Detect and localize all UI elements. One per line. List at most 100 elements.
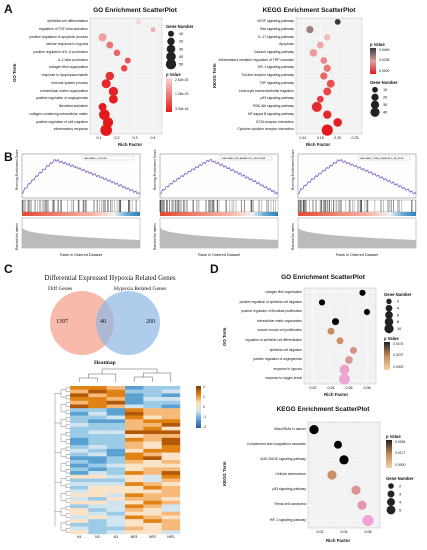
heatmap-cell xyxy=(125,416,144,420)
heatmap-cell xyxy=(88,482,107,486)
heatmap-cell xyxy=(162,527,181,531)
heatmap-column-label: N2 xyxy=(88,536,106,540)
heatmap-cell xyxy=(88,523,107,527)
color-label-mid: 0.0177 xyxy=(395,452,405,455)
heatmap-cell xyxy=(88,416,107,420)
heatmap-cell xyxy=(70,467,89,471)
heatmap-cell xyxy=(143,427,162,431)
heatmap-cell xyxy=(88,397,107,401)
heatmap-cell xyxy=(88,486,107,490)
heatmap-column-label: N1 xyxy=(70,536,88,540)
gsea-set-label: HALLMARK_HYPOXIA xyxy=(84,157,107,160)
heatmap-cell xyxy=(162,504,181,508)
heatmap-cell xyxy=(107,482,126,486)
heatmap-cell xyxy=(88,467,107,471)
heatmap-cell xyxy=(88,508,107,512)
color-bar xyxy=(370,48,376,74)
gsea-x-title: Rank in Ordered Dataset xyxy=(60,254,102,258)
heatmap-cell xyxy=(143,519,162,523)
heatmap-cell xyxy=(125,405,144,409)
heatmap-cell xyxy=(125,486,144,490)
color-label-bottom: 0.0000 xyxy=(395,464,405,467)
heatmap-cell xyxy=(70,390,89,394)
heatmap-cell xyxy=(143,412,162,416)
heatmap-cell xyxy=(70,512,89,516)
heatmap-cell xyxy=(162,405,181,409)
chart-title: KEGG Enrichment ScatterPlot xyxy=(268,406,378,413)
x-tick-label: 0.02 xyxy=(317,530,324,534)
heatmap-cell xyxy=(107,408,126,412)
heatmap-cell xyxy=(162,471,181,475)
heatmap-cell xyxy=(70,460,89,464)
heatmap-cell xyxy=(162,416,181,420)
term-label: extracellular matrix organization xyxy=(40,90,88,93)
heatmap-cell xyxy=(107,479,126,483)
heatmap-cell xyxy=(125,386,144,390)
heatmap-cell xyxy=(125,397,144,401)
heatmap-cell xyxy=(70,434,89,438)
heatmap-cell xyxy=(162,464,181,468)
gsea-set-label: HALLMARK_INFLAMMATORY_RESPONSE xyxy=(222,157,266,160)
size-legend-label: 6 xyxy=(397,313,399,317)
heatmap-cell xyxy=(88,530,107,534)
size-legend: 10203040 xyxy=(370,86,410,116)
x-tick-label: 0.06 xyxy=(346,386,353,390)
x-tick-label: 0.3 xyxy=(133,136,138,140)
heatmap-cell xyxy=(88,512,107,516)
scatter-point xyxy=(364,309,370,315)
heatmap-cell xyxy=(88,449,107,453)
size-legend: 246810 xyxy=(384,298,418,332)
heatmap-cell xyxy=(125,430,144,434)
color-label-top: 0.0354 xyxy=(395,441,405,444)
color-label-top: 0.0469 xyxy=(379,49,389,52)
size-legend-dot xyxy=(388,491,395,498)
heatmap-cell xyxy=(88,501,107,505)
gsea-plot: Running Enrichment Score Ranked list metr… xyxy=(286,152,422,260)
size-legend-title: Gene Number xyxy=(166,24,193,29)
gsea-plot: Running Enrichment Score Ranked list metr… xyxy=(10,152,146,260)
size-legend-label: 30 xyxy=(383,103,387,107)
size-legend-dot xyxy=(372,87,378,93)
term-label: ECM-receptor interaction xyxy=(256,121,294,124)
hit-frame xyxy=(22,200,140,212)
chart-title: KEGG Enrichment ScatterPlot xyxy=(254,7,364,14)
heatmap-cell xyxy=(107,512,126,516)
heatmap-cell xyxy=(88,408,107,412)
x-tick-label: 0.06 xyxy=(365,530,372,534)
heatmap-cell xyxy=(107,471,126,475)
term-labels: VEGF signaling pathway Ras signaling path… xyxy=(220,18,294,138)
scatter-point xyxy=(327,328,334,335)
x-tick-label: 0.04 xyxy=(341,530,348,534)
heatmap-cell xyxy=(70,430,89,434)
scatter-point xyxy=(306,26,313,33)
heatmap-cell xyxy=(143,471,162,475)
heatmap-cell xyxy=(70,453,89,457)
heatmap-cell xyxy=(162,516,181,520)
x-axis-title: Rich Factor xyxy=(326,538,350,543)
size-legend-label: 10 xyxy=(179,32,183,36)
size-legend-label: 20 xyxy=(179,40,183,44)
scatter-point xyxy=(312,102,322,112)
x-tick-label: 0.02 xyxy=(310,386,317,390)
size-legend-label: 5 xyxy=(399,508,401,512)
term-label: epithelial cell migration xyxy=(270,349,302,352)
scatter-plot: 0.1 0.2 0.3 0.4 xyxy=(90,18,162,142)
heatmap-cell xyxy=(143,530,162,534)
term-label: IL-17 signaling pathway xyxy=(258,36,294,39)
heatmap-panel: Heatmap N1 N2 N3 NR1 NR2 NR3 2 1 0 -1 -2 xyxy=(10,360,210,548)
heatmap-cell xyxy=(125,516,144,520)
venn-left-count: 1397 xyxy=(56,319,68,325)
heatmap-column-label: NR3 xyxy=(162,536,180,540)
term-label: Inflammatory mediator regulation of TRP … xyxy=(219,59,294,62)
heatmap-cell xyxy=(107,493,126,497)
x-axis-title: Rich Factor xyxy=(306,142,330,147)
scatter-point xyxy=(109,95,118,104)
size-legend-dot xyxy=(384,324,393,333)
size-legend-label: 2 xyxy=(397,300,399,304)
heatmap-cell xyxy=(143,516,162,520)
venn-right-count: 200 xyxy=(146,319,155,325)
term-label: PI3K-Akt signaling pathway xyxy=(253,105,294,108)
scatter-point xyxy=(106,72,115,81)
term-label: response to hypoxia xyxy=(273,368,302,371)
row-dendrogram xyxy=(50,386,70,534)
